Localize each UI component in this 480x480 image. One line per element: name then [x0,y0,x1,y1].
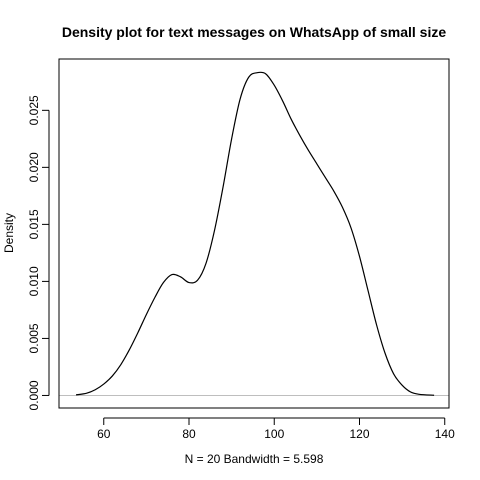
y-tick-label: 0.010 [27,266,41,296]
y-tick-label: 0.005 [27,323,41,353]
x-tick-label: 120 [349,427,369,441]
x-tick-label: 60 [97,427,111,441]
y-tick-label: 0.020 [27,152,41,182]
x-axis-label: N = 20 Bandwidth = 5.598 [185,452,324,466]
y-tick-label: 0.025 [27,95,41,125]
x-tick-label: 140 [435,427,455,441]
y-tick-label: 0.000 [27,380,41,410]
y-tick-label: 0.015 [27,209,41,239]
x-tick-label: 100 [264,427,284,441]
x-tick-label: 80 [182,427,196,441]
plot-frame [58,58,450,409]
y-axis: 0.000 0.005 0.010 0.015 0.020 0.025 [27,95,50,410]
x-axis: 60 80 100 120 140 [97,417,455,441]
chart-title: Density plot for text messages on WhatsA… [62,24,447,40]
y-axis-label: Density [2,213,16,253]
plot-area [58,58,450,409]
density-line [75,71,435,396]
